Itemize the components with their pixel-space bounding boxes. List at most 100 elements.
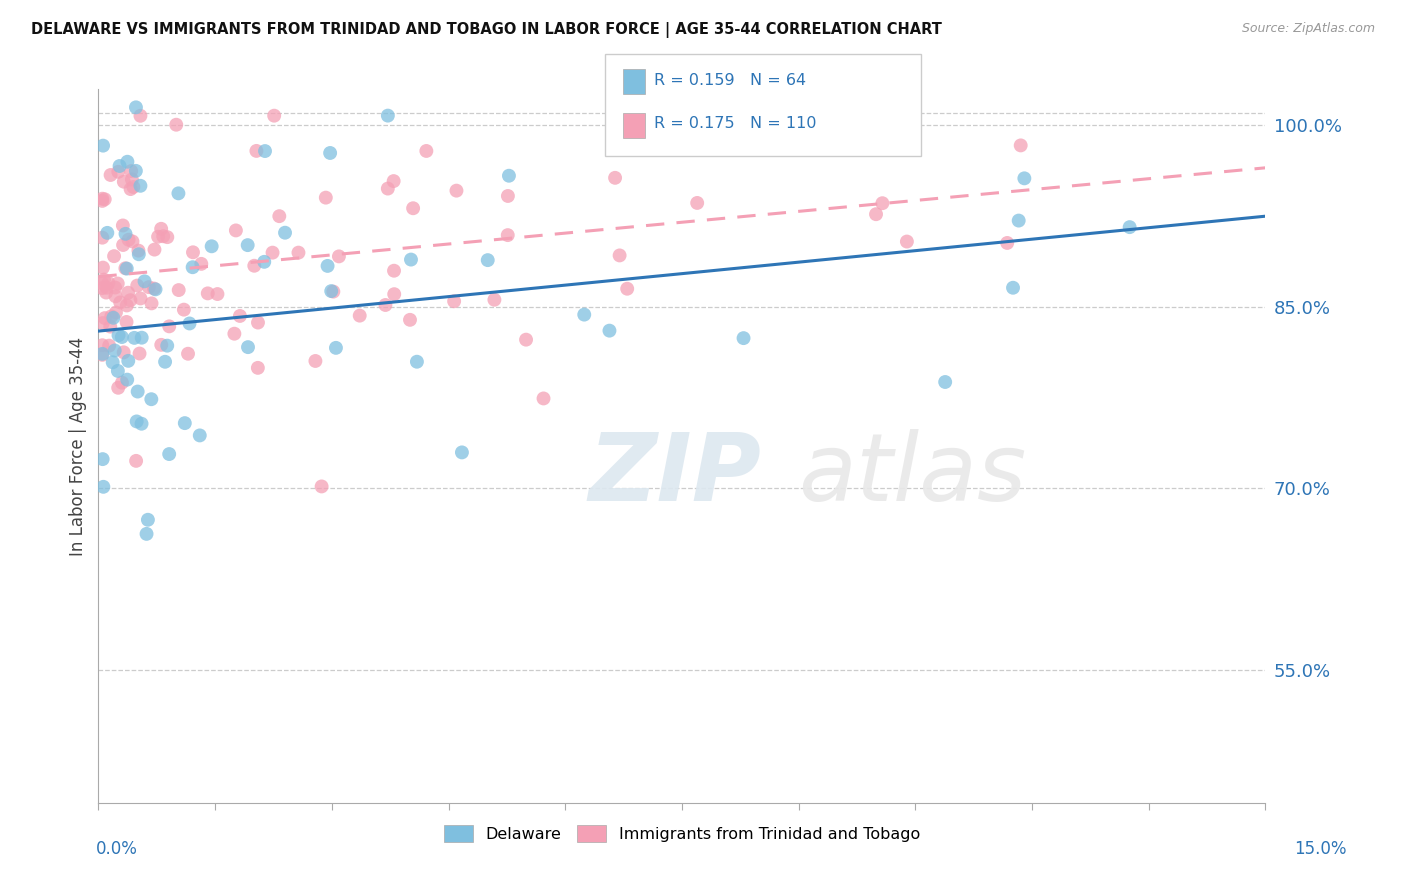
Point <box>115 261 138 276</box>
Point <box>157 447 180 461</box>
Point <box>496 228 519 243</box>
Point <box>117 154 139 169</box>
Point <box>269 209 291 223</box>
Point <box>120 182 142 196</box>
Point <box>287 245 309 260</box>
Point <box>399 313 422 327</box>
Point <box>865 207 887 221</box>
Point <box>446 184 468 198</box>
Point <box>127 278 149 293</box>
Point <box>190 257 212 271</box>
Point <box>616 282 638 296</box>
Point <box>188 428 211 442</box>
Point <box>402 201 425 215</box>
Point <box>1010 138 1032 153</box>
Point <box>253 144 276 158</box>
Point <box>93 272 115 286</box>
Point <box>93 480 115 494</box>
Point <box>103 310 125 325</box>
Point <box>107 165 129 179</box>
Point <box>141 392 163 407</box>
Point <box>156 230 179 244</box>
Point <box>322 285 344 299</box>
Point <box>374 298 396 312</box>
Point <box>603 170 626 185</box>
Point <box>157 319 180 334</box>
Point <box>128 247 150 261</box>
Point <box>1118 220 1140 235</box>
Point <box>104 343 127 358</box>
Point <box>111 219 134 233</box>
Point <box>112 238 135 252</box>
Point <box>145 282 167 296</box>
Point <box>844 134 866 148</box>
Point <box>91 277 114 291</box>
Point <box>120 293 142 308</box>
Point <box>152 229 174 244</box>
Point <box>399 252 422 267</box>
Point <box>121 172 143 186</box>
Point <box>415 144 437 158</box>
Point <box>125 100 148 114</box>
Point <box>349 309 371 323</box>
Point <box>91 194 114 208</box>
Point <box>143 281 166 295</box>
Point <box>153 355 176 369</box>
Point <box>107 328 129 343</box>
Point <box>181 245 204 260</box>
Text: R = 0.159   N = 64: R = 0.159 N = 64 <box>654 73 806 87</box>
Point <box>609 248 631 262</box>
Point <box>115 298 138 312</box>
Y-axis label: In Labor Force | Age 35-44: In Labor Force | Age 35-44 <box>69 336 87 556</box>
Point <box>128 346 150 360</box>
Point <box>1008 213 1031 227</box>
Point <box>686 196 709 211</box>
Point <box>135 527 157 541</box>
Point <box>382 263 405 277</box>
Point <box>246 316 269 330</box>
Point <box>321 284 343 298</box>
Point <box>143 243 166 257</box>
Point <box>138 280 160 294</box>
Point <box>129 292 152 306</box>
Point <box>91 348 114 362</box>
Point <box>131 417 153 431</box>
Point <box>117 354 139 368</box>
Point <box>872 196 894 211</box>
Point <box>316 259 339 273</box>
Point <box>111 330 134 344</box>
Point <box>598 324 620 338</box>
Point <box>129 109 152 123</box>
Point <box>91 338 114 352</box>
Point <box>120 164 142 178</box>
Point <box>91 316 114 330</box>
Point <box>315 191 337 205</box>
Point <box>114 261 136 276</box>
Point <box>167 186 190 201</box>
Point <box>98 319 121 334</box>
Point <box>515 333 537 347</box>
Point <box>229 309 252 323</box>
Point <box>100 168 122 182</box>
Point <box>243 259 266 273</box>
Point <box>91 230 114 244</box>
Text: ZIP: ZIP <box>589 428 762 521</box>
Point <box>179 317 201 331</box>
Point <box>108 295 131 310</box>
Point <box>181 260 204 275</box>
Text: 15.0%: 15.0% <box>1295 840 1347 858</box>
Point <box>96 226 118 240</box>
Point <box>117 285 139 300</box>
Point <box>311 479 333 493</box>
Point <box>107 364 129 378</box>
Point <box>129 178 152 193</box>
Point <box>246 360 269 375</box>
Point <box>98 338 121 352</box>
Point <box>127 384 149 399</box>
Point <box>167 283 190 297</box>
Point <box>173 416 195 430</box>
Point <box>125 414 148 428</box>
Point <box>108 159 131 173</box>
Point <box>225 223 247 237</box>
Point <box>112 175 135 189</box>
